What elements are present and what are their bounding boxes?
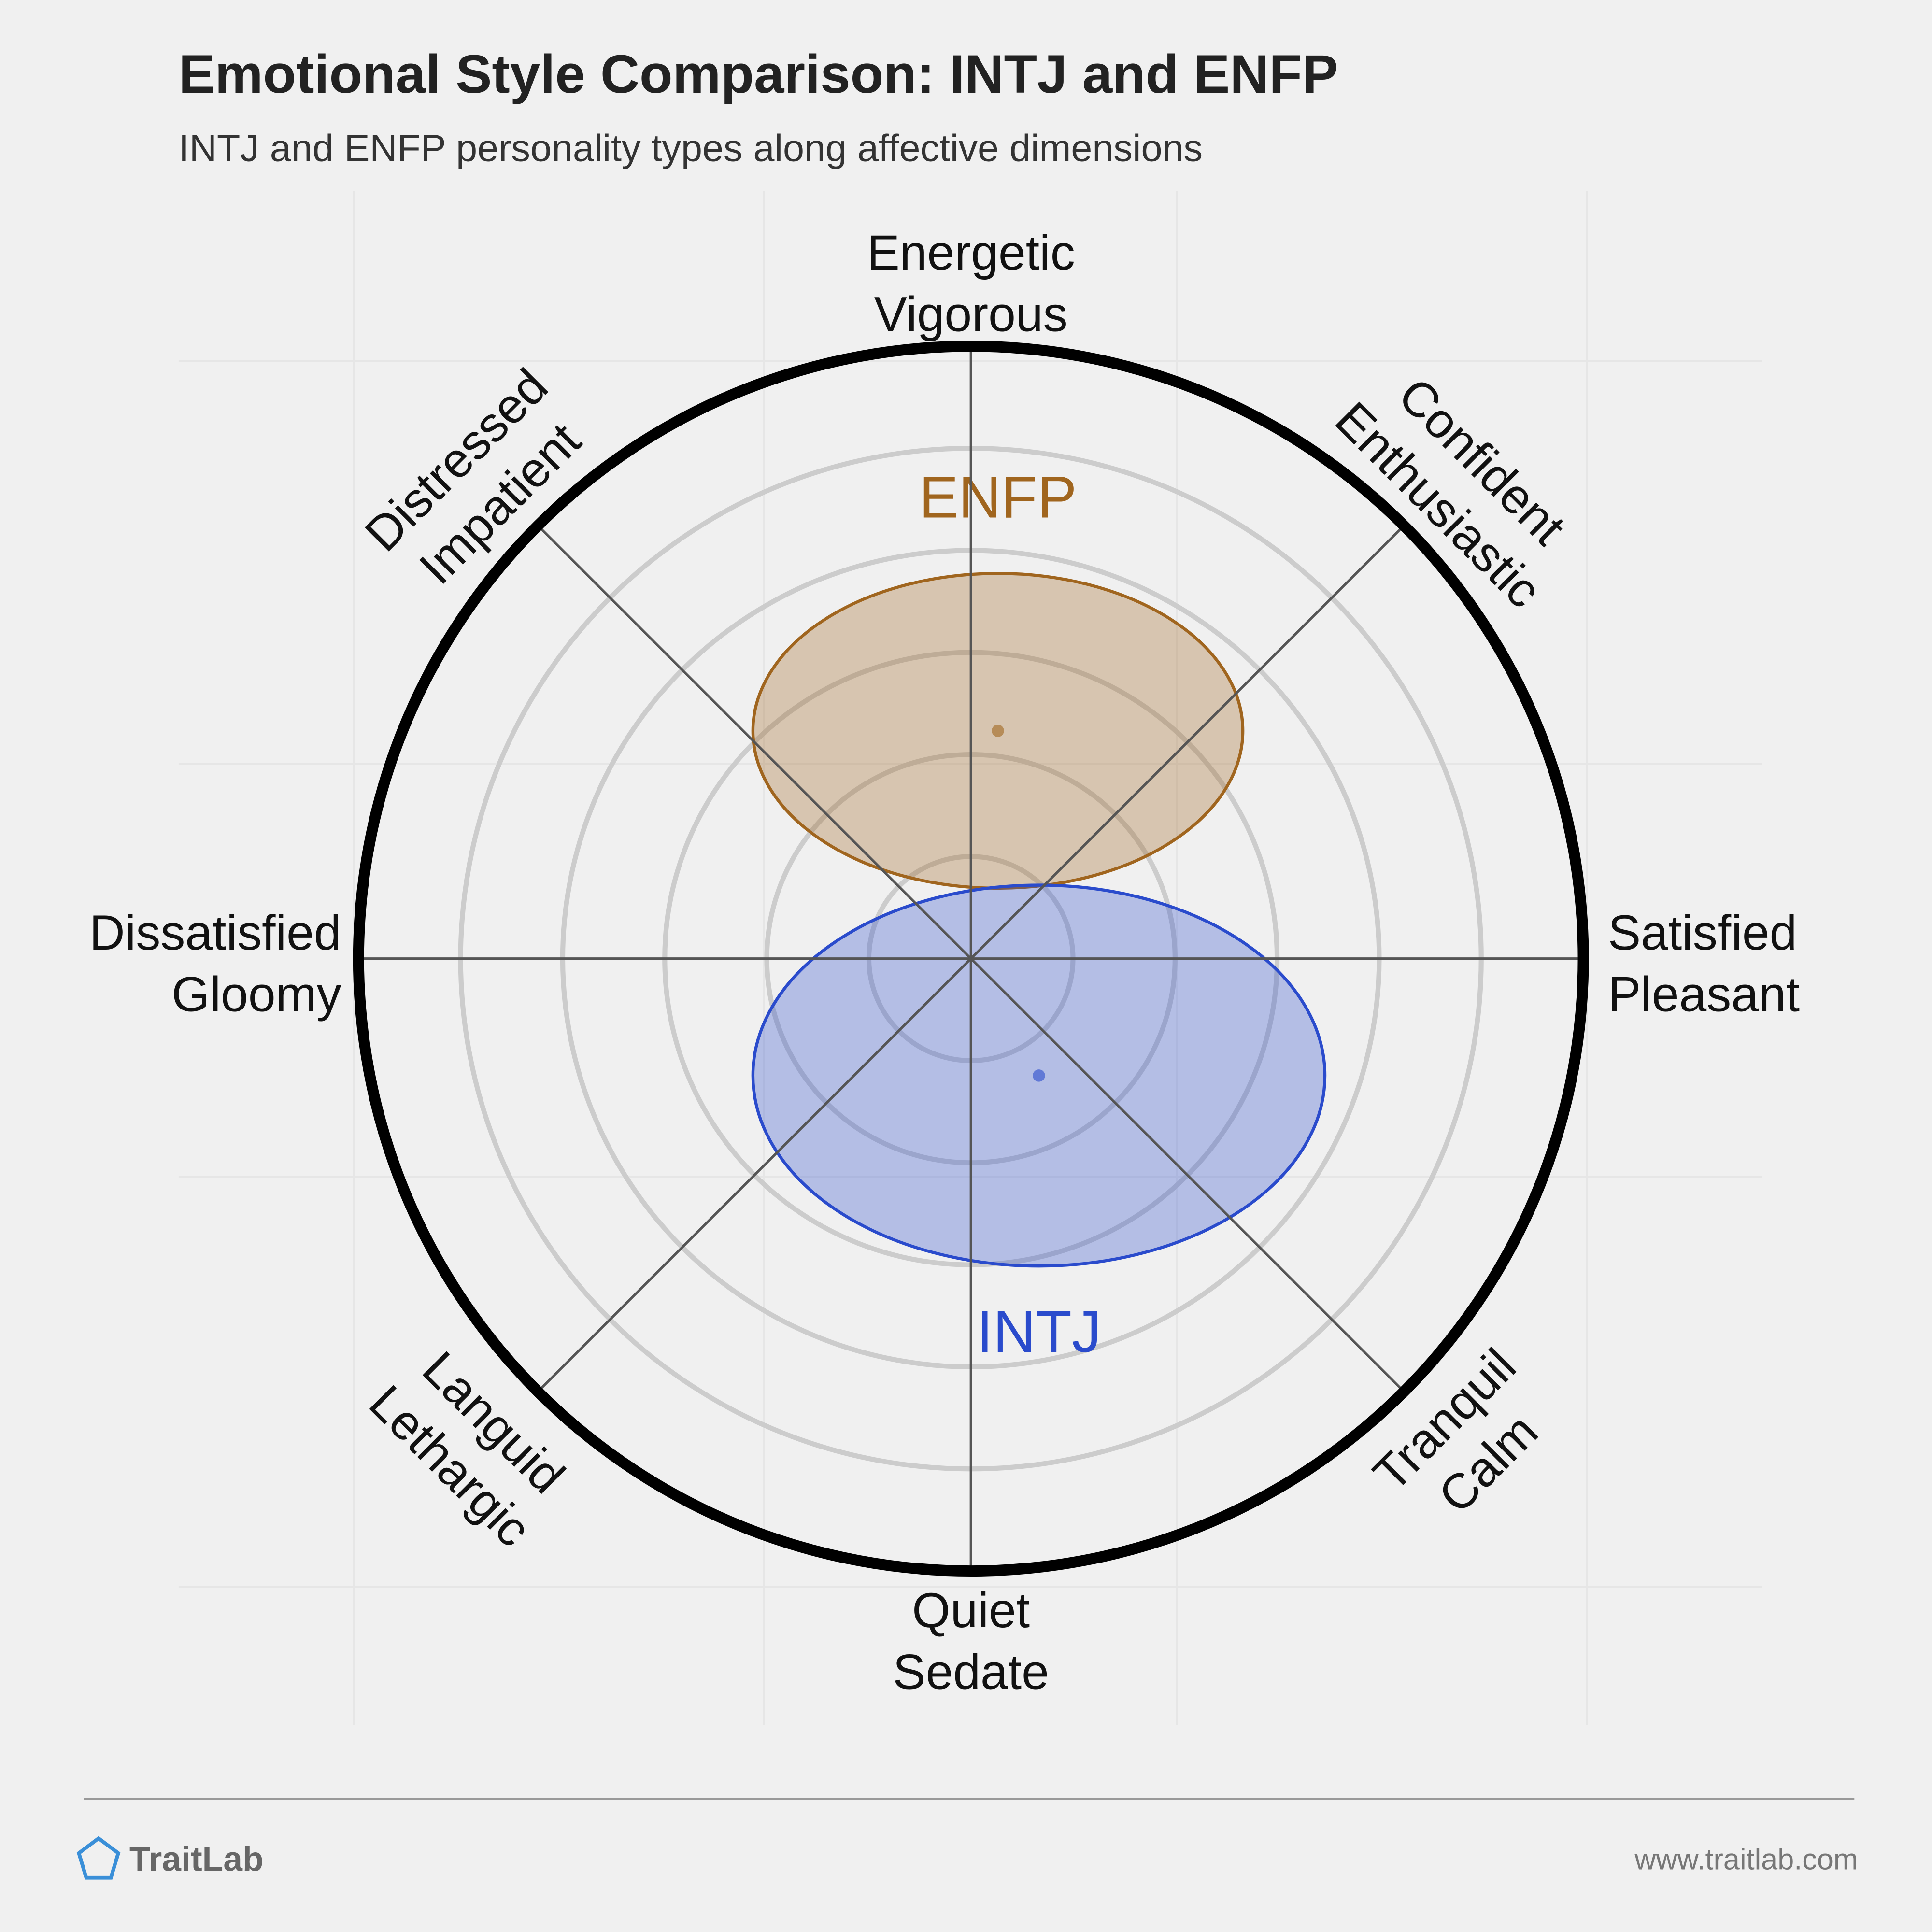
dimension-label-line: Quiet [912,1583,1030,1638]
center-dot [992,724,1004,737]
dimension-label-line: Dissatisfied [89,905,341,960]
dimension-label: Energetic Vigorous [867,225,1075,342]
outer-ring [353,341,1589,1577]
dimension-label-line: Vigorous [874,287,1068,342]
axis-line [537,957,972,1393]
dimension-label: Quiet Sedate [893,1583,1049,1700]
dimension-label-line: Pleasant [1608,967,1800,1022]
axis-line [970,957,1405,1393]
dimension-label-line: Gloomy [171,967,341,1022]
dimension-label-line: Energetic [867,225,1075,280]
url: www.traitlab.com [1634,1843,1858,1875]
dimension-label-line: Sedate [893,1645,1049,1700]
dimension-label: Dissatisfied Gloomy [89,905,341,1022]
chart-title: Emotional Style Comparison: INTJ and ENF… [179,43,1338,104]
axis-line [537,525,972,960]
dimension-label-line: Satisfied [1608,905,1797,960]
dimension-label: Satisfied Pleasant [1608,905,1800,1022]
series-label: INTJ [977,1298,1101,1364]
logo-icon [76,1836,121,1880]
series-label: ENFP [919,464,1077,530]
chart-subtitle: INTJ and ENFP personality types along af… [179,127,1203,170]
center-dot [1033,1069,1045,1082]
brand: TraitLab [129,1840,264,1878]
axis-line [970,525,1405,960]
